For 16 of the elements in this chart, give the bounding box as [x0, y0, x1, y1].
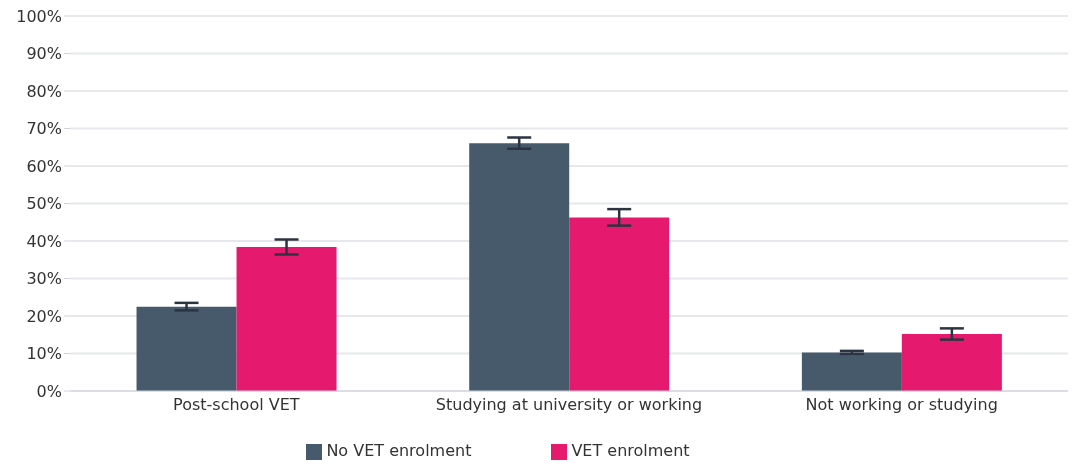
x-tick-label: Not working or studying	[805, 395, 998, 415]
y-tick-label: 60%	[26, 156, 62, 176]
legend-label: No VET enrolment	[326, 441, 472, 460]
y-tick-label: 90%	[26, 44, 62, 64]
y-tick-label: 0%	[36, 381, 62, 401]
legend-label: VET enrolment	[571, 441, 690, 460]
y-tick-label: 70%	[26, 119, 62, 139]
x-tick-label: Studying at university or working	[435, 395, 703, 415]
y-tick-label: 10%	[26, 344, 62, 364]
x-tick-label: Post-school VET	[173, 395, 300, 415]
y-tick-label: 50%	[26, 194, 62, 214]
y-tick-label: 80%	[26, 81, 62, 101]
y-tick-label: 30%	[26, 269, 62, 289]
y-tick-label: 40%	[26, 231, 62, 251]
y-tick-label: 100%	[16, 6, 62, 26]
y-tick-label: 20%	[26, 306, 62, 326]
